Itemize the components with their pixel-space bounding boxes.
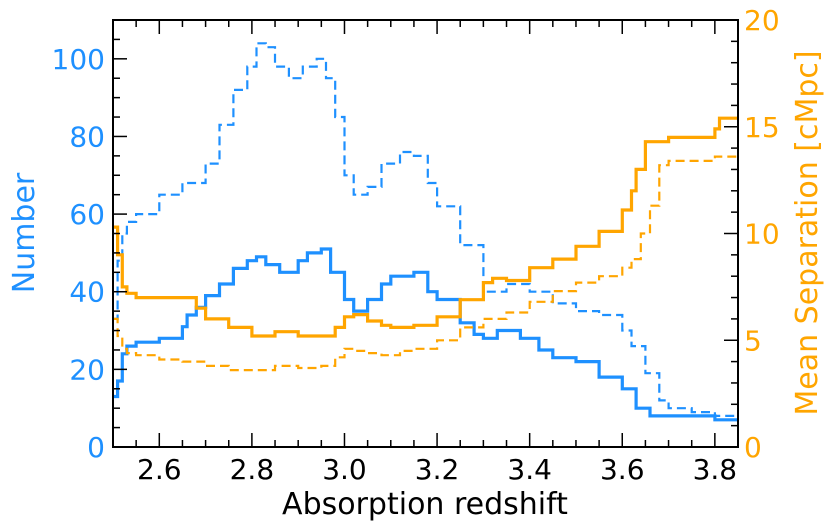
y-left-tick-label: 0 (87, 431, 105, 464)
series-line-4-right-dashed (113, 155, 738, 372)
x-tick-label: 3.8 (693, 453, 738, 486)
x-tick-label: 3.2 (415, 453, 460, 486)
y-right-tick-label: 0 (744, 431, 762, 464)
y-right-tick-label: 15 (744, 111, 780, 144)
y-axis-left-label: Number (7, 172, 42, 293)
plot-area-frame (112, 19, 739, 448)
series-line-2-left-dashed (113, 42, 738, 417)
series-line-3-right-solid (113, 116, 738, 338)
y-right-tick-label: 20 (744, 4, 780, 37)
y-right-tick-label: 10 (744, 218, 780, 251)
y-left-tick-label: 100 (52, 43, 105, 76)
series-line-1-left-solid (113, 247, 738, 422)
y-left-tick-label: 20 (69, 353, 105, 386)
x-tick-label: 2.8 (230, 453, 275, 486)
x-tick-label: 3.6 (600, 453, 645, 486)
x-tick-label: 2.6 (137, 453, 182, 486)
y-left-tick-label: 40 (69, 276, 105, 309)
y-right-tick-label: 5 (744, 324, 762, 357)
x-axis-label: Absorption redshift (282, 487, 568, 522)
y-left-tick-label: 80 (69, 120, 105, 153)
x-tick-label: 3.0 (322, 453, 367, 486)
y-left-tick-label: 60 (69, 198, 105, 231)
ticks-layer: 2.6 2.8 3.0 3.2 3.4 3.6 3.80204060801000510152… (52, 4, 780, 486)
y-axis-right-label: Mean Separation [cMpc] (790, 50, 825, 415)
series-layer (113, 42, 738, 422)
x-tick-label: 3.4 (507, 453, 552, 486)
